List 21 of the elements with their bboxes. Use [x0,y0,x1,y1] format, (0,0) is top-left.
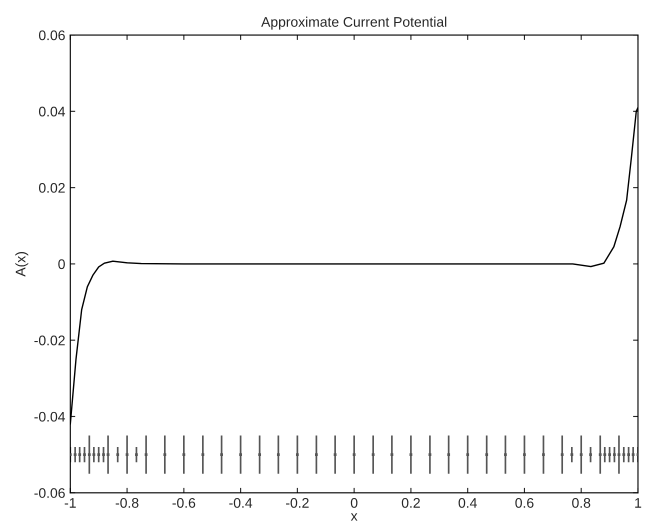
x-tick-label: -0.2 [286,498,309,508]
y-tick-label: 0.04 [38,106,66,116]
chart-title: Approximate Current Potential [261,16,446,30]
y-tick-label: 0.06 [38,30,65,40]
x-tick-label: 0.6 [515,498,534,508]
x-tick-label: -0.4 [229,498,252,508]
y-tick-label: -0.04 [34,412,66,422]
x-tick-label: 0.8 [572,498,590,508]
y-tick-label: -0.06 [34,488,65,498]
y-tick-label: -0.02 [34,336,65,346]
x-axis-title: x [350,513,358,521]
x-tick-label: -1 [64,498,76,508]
y-tick-label: 0.02 [38,182,65,193]
x-tick-label: 1 [635,498,642,508]
y-tick-label: 0 [58,259,65,270]
x-tick-label: 0 [350,498,358,508]
y-axis-title: A(x) [15,252,28,277]
x-tick-label: -0.8 [116,498,138,508]
x-tick-label: 0.2 [402,498,420,508]
x-tick-label: -0.6 [172,498,196,508]
x-tick-label: 0.4 [458,498,477,508]
